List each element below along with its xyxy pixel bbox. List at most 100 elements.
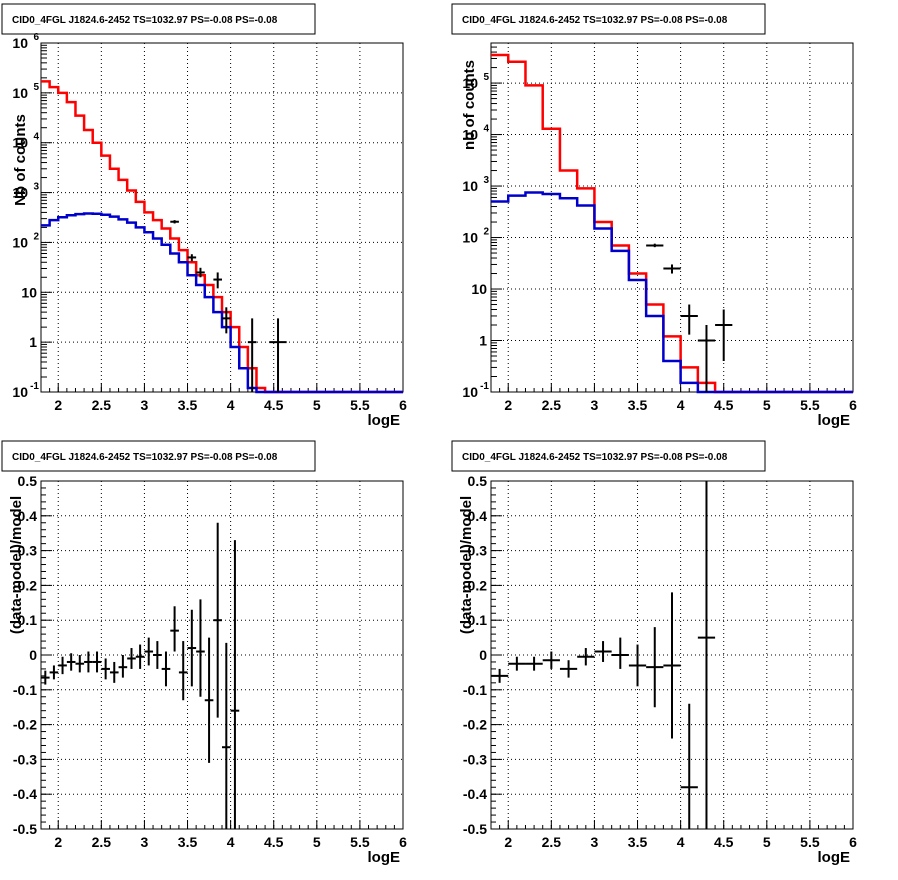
y-tick-exponent: 2 (33, 231, 39, 242)
x-tick-label: 5 (763, 834, 771, 850)
y-tick-label: 0.5 (18, 473, 38, 489)
panel-residuals-left: CID0_4FGL J1824.6-2452 TS=1032.97 PS=-0.… (1, 440, 407, 866)
title-box (1, 440, 316, 472)
x-tick-label: 2.5 (92, 397, 112, 413)
x-tick-label: 6 (849, 834, 857, 850)
x-tick-label: 5 (313, 397, 321, 413)
y-tick-label: 10 (462, 230, 478, 246)
y-tick-label: 10 (12, 35, 28, 51)
model-component-line (41, 212, 403, 394)
x-tick-label: 3 (591, 397, 599, 413)
x-tick-label: 5.5 (350, 834, 370, 850)
title-box (451, 3, 766, 35)
x-tick-label: 5.5 (800, 397, 820, 413)
y-tick-label: -0.5 (463, 821, 487, 837)
plot-area: 2 2.5 3 3.5 4 4.5 5 5.5 6 -0.5 -0.4 -0.3 -0.2 -0.1 0 0.… (463, 473, 857, 850)
x-tick-label: 5 (313, 834, 321, 850)
plot-area: 2 2.5 3 3.5 4 4.5 5 5.5 6 -0.5 -0.4 -0.3 -0.2 -0.1 0 0.… (13, 473, 407, 850)
y-tick-exponent: 3 (483, 175, 489, 186)
y-tick-label: -0.4 (13, 786, 37, 802)
y-tick-exponent: 4 (483, 124, 489, 135)
x-tick-label: 6 (399, 834, 407, 850)
y-tick-label: 0.5 (468, 473, 488, 489)
x-tick-label: 3 (141, 834, 149, 850)
y-tick-label: -0.2 (13, 717, 37, 733)
x-tick-label: 3.5 (178, 834, 198, 850)
y-axis-label: (data-model)/model (458, 496, 475, 634)
model-component-line (491, 191, 853, 394)
x-tick-label: 6 (399, 397, 407, 413)
x-tick-label: 4 (227, 397, 235, 413)
y-tick-label: 10 (12, 85, 28, 101)
y-tick-label: 10 (12, 185, 28, 201)
x-tick-label: 4.5 (714, 397, 734, 413)
x-tick-label: 3 (591, 834, 599, 850)
y-tick-label: 10 (12, 384, 28, 400)
y-tick-label: -0.3 (463, 751, 487, 767)
x-tick-label: 2 (504, 834, 512, 850)
plot-frame (490, 42, 854, 393)
x-tick-label: 3.5 (628, 834, 648, 850)
y-tick-exponent: 5 (483, 72, 489, 83)
y-axis-label: Nb of counts (12, 114, 29, 206)
x-axis-label: logE (368, 412, 401, 429)
y-tick-label: 0.2 (18, 577, 38, 593)
y-tick-exponent: 4 (33, 132, 39, 143)
y-tick-label: 10 (462, 384, 478, 400)
x-tick-label: 3.5 (628, 397, 648, 413)
y-tick-label: 1 (479, 333, 487, 349)
panel-counts-left: CID0_4FGL J1824.6-2452 TS=1032.97 PS=-0.… (1, 3, 407, 429)
y-tick-label: 10 (462, 75, 478, 91)
y-tick-exponent: 5 (33, 82, 39, 93)
x-tick-label: 2.5 (92, 834, 112, 850)
x-tick-label: 4 (677, 397, 685, 413)
y-axis-label: (data-model)/model (8, 496, 25, 634)
y-tick-label: 0 (479, 647, 487, 663)
y-tick-label: -0.3 (13, 751, 37, 767)
y-tick-label: -0.1 (463, 682, 487, 698)
y-tick-label: 10 (471, 281, 487, 297)
panel-title: CID0_4FGL J1824.6-2452 TS=1032.97 PS=-0.… (12, 15, 278, 26)
y-tick-label: -0.2 (463, 717, 487, 733)
x-tick-label: 2 (54, 397, 62, 413)
y-tick-label: 10 (462, 178, 478, 194)
x-tick-label: 2 (54, 834, 62, 850)
y-tick-exponent: 3 (33, 182, 39, 193)
y-tick-label: 0.4 (468, 508, 488, 524)
x-axis-label: logE (818, 412, 851, 429)
x-tick-label: 3 (141, 397, 149, 413)
title-box (451, 440, 766, 472)
y-axis-label: nb of counts (461, 60, 478, 150)
x-tick-label: 3.5 (178, 397, 198, 413)
y-tick-label: 10 (12, 135, 28, 151)
y-tick-label: 0.4 (18, 508, 38, 524)
title-box (1, 3, 316, 35)
x-tick-label: 4.5 (714, 834, 734, 850)
y-tick-label: 0.2 (468, 577, 488, 593)
y-tick-label: 0.3 (18, 543, 38, 559)
y-tick-exponent: 2 (483, 227, 489, 238)
plot-frame (40, 42, 404, 393)
x-tick-label: 5 (763, 397, 771, 413)
panel-title: CID0_4FGL J1824.6-2452 TS=1032.97 PS=-0.… (462, 452, 728, 463)
x-tick-label: 4 (677, 834, 685, 850)
x-tick-label: 2.5 (542, 397, 562, 413)
panel-title: CID0_4FGL J1824.6-2452 TS=1032.97 PS=-0.… (462, 15, 728, 26)
y-tick-label: 0 (29, 647, 37, 663)
panel-residuals-right: CID0_4FGL J1824.6-2452 TS=1032.97 PS=-0.… (451, 440, 857, 866)
y-tick-exponent: 6 (33, 32, 39, 43)
x-axis-label: logE (368, 849, 401, 866)
y-tick-exponent: -1 (30, 381, 39, 392)
y-tick-label: 0.3 (468, 543, 488, 559)
x-tick-label: 4.5 (264, 834, 284, 850)
x-tick-label: 5.5 (800, 834, 820, 850)
x-tick-label: 5.5 (350, 397, 370, 413)
y-tick-exponent: -1 (480, 381, 489, 392)
y-tick-label: 1 (29, 334, 37, 350)
panel-counts-right: CID0_4FGL J1824.6-2452 TS=1032.97 PS=-0.… (451, 3, 857, 429)
x-tick-label: 2.5 (542, 834, 562, 850)
